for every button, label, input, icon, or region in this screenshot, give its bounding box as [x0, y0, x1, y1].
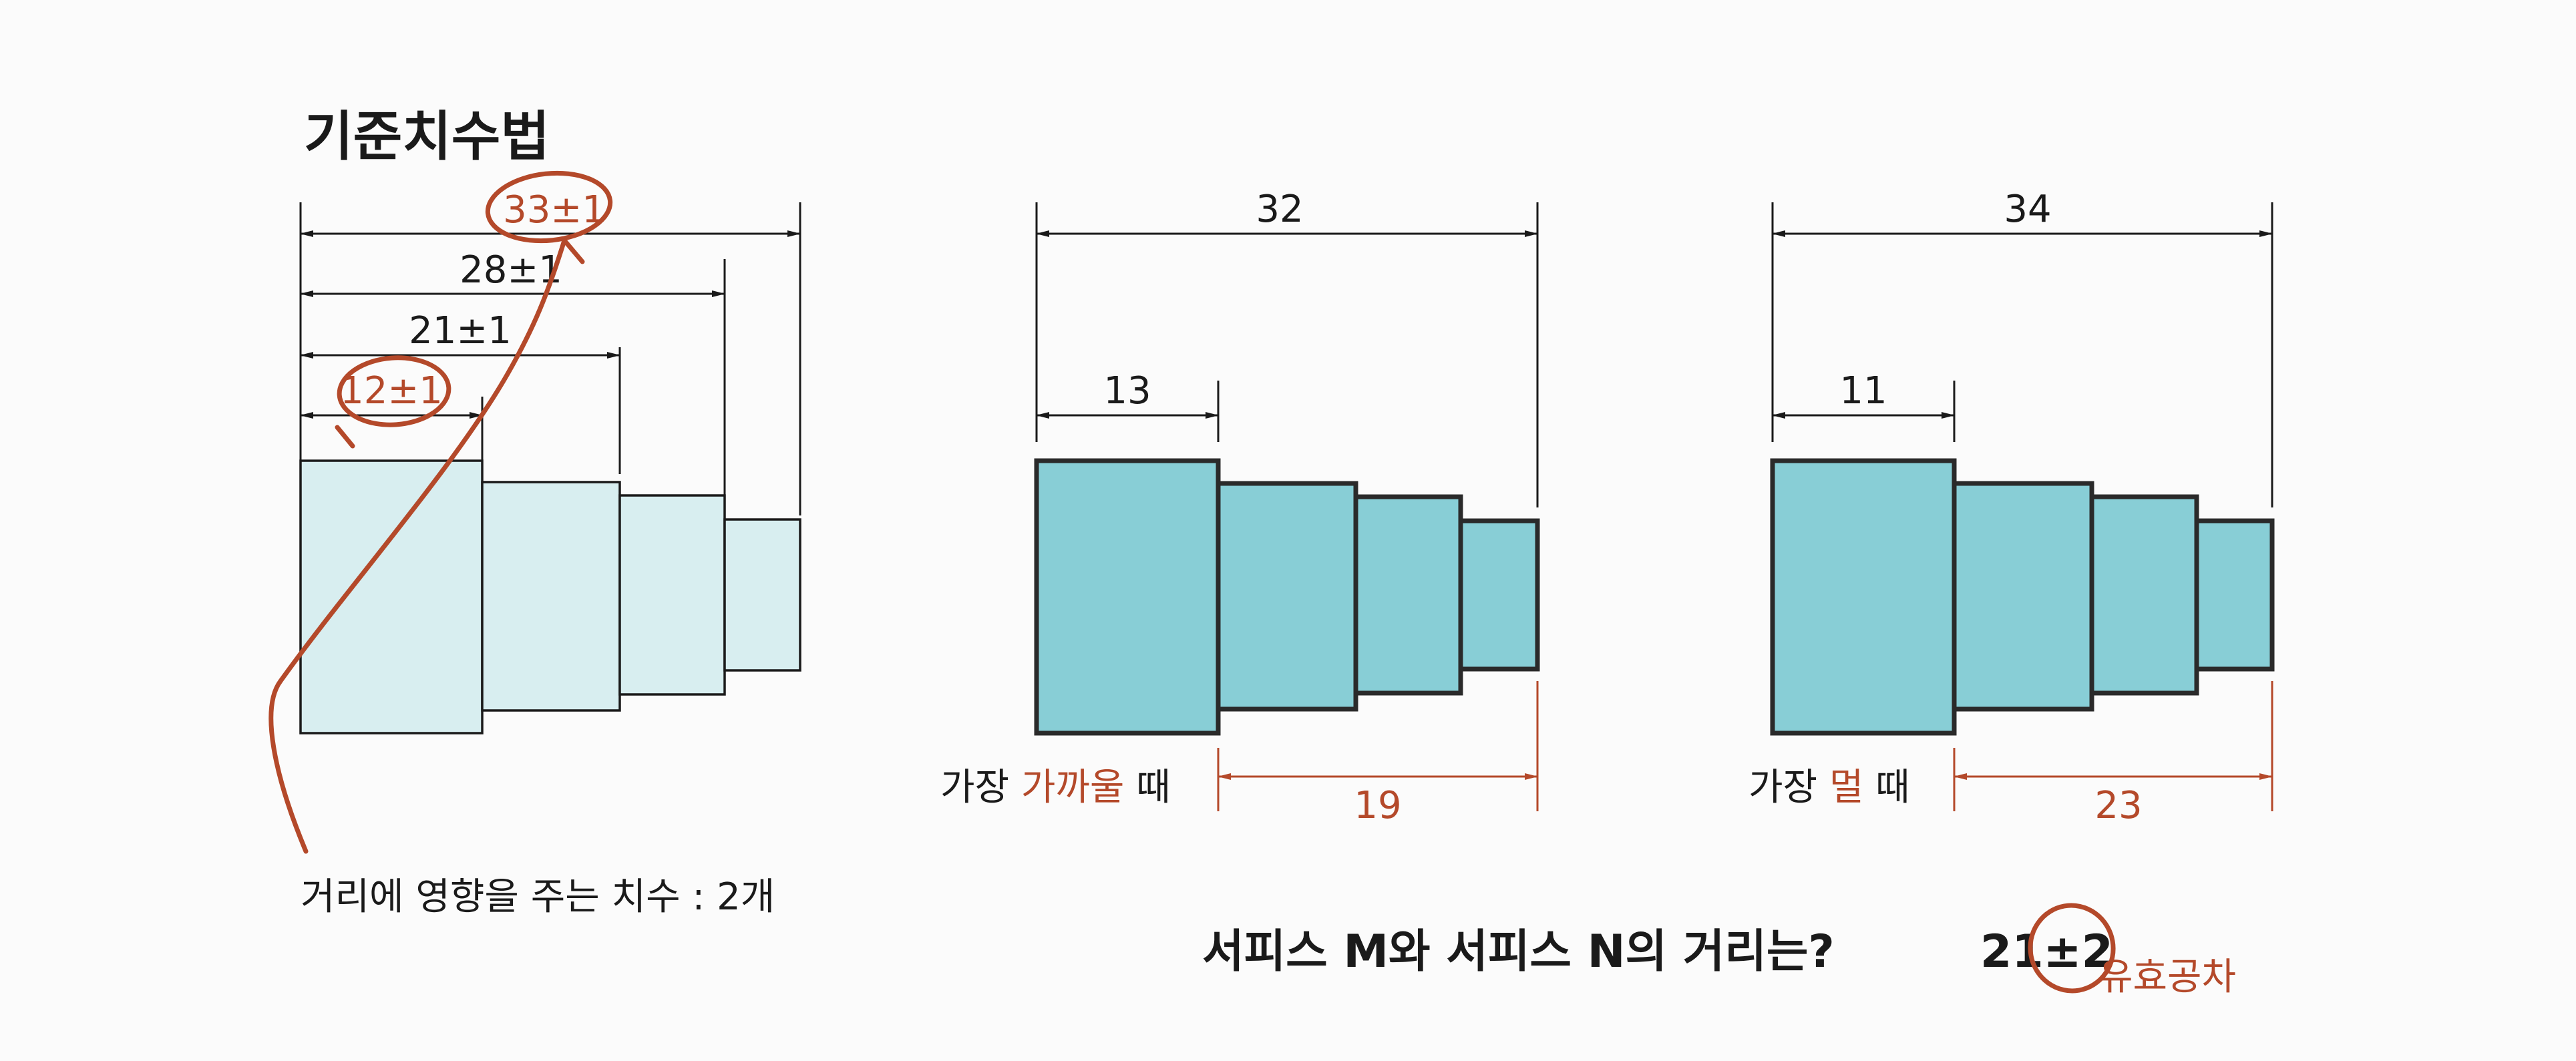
panel-closest-case: 32 13 19 가장 가까울 때 — [940, 188, 1540, 827]
circle-mark-answer — [2028, 903, 2116, 994]
shaft-step-2 — [1216, 481, 1358, 712]
shaft-step-4 — [2194, 518, 2275, 672]
panel1-note: 거리에 영향을 주는 치수 : 2개 — [301, 875, 775, 919]
dimension-19: 19 — [1354, 784, 1401, 827]
shaft-step-1 — [1770, 458, 1957, 736]
shaft-step-1 — [1034, 458, 1221, 736]
dimension-11: 11 — [1839, 369, 1887, 413]
shaft-step-2 — [1952, 481, 2094, 712]
dimension-23: 23 — [2094, 784, 2142, 827]
panel-baseline-dimensioning: 기준치수법 33±1 28±1 21±1 12±1 거리에 영향을 주는 치수 — [268, 105, 801, 919]
dimension-33: 33±1 — [503, 188, 606, 232]
circle-mark-33 — [485, 170, 613, 244]
label-prefix: 가장 — [1749, 766, 1829, 809]
label-suffix: 때 — [1124, 766, 1170, 809]
dimension-21: 21±1 — [409, 309, 512, 353]
handwritten-annotation — [268, 170, 613, 854]
shaft-step-3 — [618, 494, 726, 696]
tolerance-label: 유효공차 — [2098, 956, 2236, 999]
check-stroke-tick — [335, 425, 355, 449]
label-prefix: 가장 — [940, 766, 1021, 809]
dimension-13: 13 — [1103, 369, 1151, 413]
check-stroke-tick — [562, 238, 585, 264]
dimension-34: 34 — [2004, 188, 2051, 231]
dimension-32: 32 — [1256, 188, 1303, 231]
shaft-step-4 — [1458, 518, 1540, 672]
shaft-step-3 — [2089, 494, 2199, 696]
label-highlight: 가까울 — [1021, 766, 1125, 809]
closest-case-label: 가장 가까울 때 — [940, 766, 1171, 809]
farthest-case-label: 가장 멀 때 — [1749, 766, 1910, 809]
shaft-step-2 — [481, 481, 621, 712]
circle-mark-12 — [337, 355, 451, 427]
label-suffix: 때 — [1863, 766, 1909, 809]
dimension-28: 28±1 — [459, 248, 562, 292]
question-block: 서피스 M와 서피스 N의 거리는? 21±2 유효공차 — [1202, 903, 2236, 999]
shaft-step-1 — [299, 459, 484, 734]
dimension-12: 12±1 — [340, 369, 443, 413]
label-highlight: 멀 — [1829, 766, 1864, 809]
panel-farthest-case: 34 11 23 가장 멀 때 — [1749, 188, 2275, 827]
shaft-step-4 — [723, 518, 801, 672]
question-text: 서피스 M와 서피스 N의 거리는? — [1202, 925, 1835, 978]
answer-text: 21±2 — [1980, 925, 2113, 978]
shaft-step-3 — [1353, 494, 1463, 696]
panel1-title: 기준치수법 — [304, 105, 550, 168]
check-stroke-main — [268, 238, 567, 854]
